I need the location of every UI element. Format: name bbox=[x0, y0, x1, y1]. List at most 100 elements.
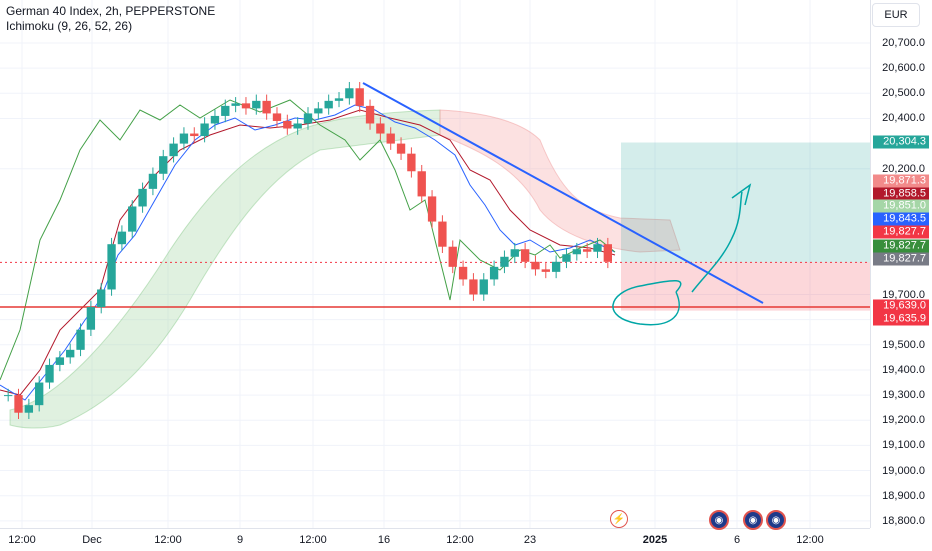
price-tick-label: 19,200.0 bbox=[882, 414, 925, 427]
candle-body bbox=[407, 153, 416, 172]
candle-body bbox=[35, 382, 44, 406]
candle-body bbox=[345, 88, 354, 99]
candle-body bbox=[4, 395, 13, 397]
time-axis[interactable]: 12:00 Dec 12:00 9 12:00 16 12:00 23 2025 6 12:00 bbox=[0, 528, 870, 551]
candle-body bbox=[55, 357, 65, 365]
candle-body bbox=[210, 115, 220, 124]
symbol-title[interactable]: German 40 Index, 2h, PEPPERSTONE bbox=[6, 4, 216, 18]
candle-body bbox=[572, 249, 581, 255]
calendar-event-icon[interactable]: ◉ bbox=[709, 510, 729, 530]
chikou-line bbox=[0, 99, 616, 381]
candle-body bbox=[551, 261, 561, 272]
time-tick-label: 23 bbox=[523, 534, 537, 546]
candle-body bbox=[128, 206, 137, 232]
candle-body bbox=[86, 307, 96, 330]
candle-body bbox=[396, 143, 406, 154]
price-label: 19,639.0 bbox=[873, 299, 929, 313]
candle-body bbox=[417, 171, 426, 197]
price-tick-label: 19,400.0 bbox=[882, 363, 925, 376]
price-tick-label: 18,900.0 bbox=[882, 489, 925, 502]
candle-body bbox=[324, 100, 333, 109]
price-tick-label: 20,600.0 bbox=[882, 62, 925, 75]
time-tick-label: Dec bbox=[82, 534, 102, 546]
time-tick-label: 6 bbox=[733, 534, 741, 546]
price-chart[interactable] bbox=[0, 0, 870, 528]
candle-body bbox=[45, 364, 54, 383]
candle-body bbox=[76, 329, 85, 350]
candle-body bbox=[500, 256, 509, 267]
candle-body bbox=[541, 269, 550, 272]
cloud-bearish bbox=[439, 109, 681, 253]
price-tick-label: 20,700.0 bbox=[882, 37, 925, 49]
price-label: 19,827.7 bbox=[873, 225, 929, 239]
candle-body bbox=[510, 249, 519, 257]
candle-body bbox=[107, 244, 116, 290]
candle-body bbox=[24, 405, 34, 413]
calendar-event-icon[interactable]: ◉ bbox=[766, 510, 786, 530]
time-tick-label: 12:00 bbox=[8, 534, 36, 546]
price-label: 19,851.0 bbox=[873, 199, 929, 213]
tenkan-line bbox=[0, 104, 616, 401]
price-tick-label: 18,800.0 bbox=[882, 514, 925, 527]
candle-body bbox=[365, 105, 375, 124]
candle-body bbox=[531, 261, 540, 270]
chart-grid bbox=[0, 0, 870, 528]
price-label: 19,635.9 bbox=[873, 312, 929, 326]
candle-body bbox=[148, 173, 158, 189]
arrow-head bbox=[731, 183, 752, 206]
candle-body bbox=[458, 266, 468, 280]
chart-legend: German 40 Index, 2h, PEPPERSTONE Ichimok… bbox=[6, 4, 215, 34]
candle-body bbox=[593, 244, 602, 252]
price-tick-label: 20,200.0 bbox=[882, 162, 925, 175]
candle-body bbox=[469, 279, 478, 295]
candle-body bbox=[314, 108, 323, 114]
time-tick-label: 16 bbox=[377, 534, 391, 546]
candle-body bbox=[117, 231, 127, 245]
price-tick-label: 19,700.0 bbox=[882, 288, 925, 301]
candle-body bbox=[334, 98, 344, 101]
candle-body bbox=[221, 105, 230, 116]
time-tick-label: 12:00 bbox=[446, 534, 474, 546]
candle-body bbox=[262, 100, 271, 114]
candle-body bbox=[159, 156, 168, 174]
candle-body bbox=[14, 395, 23, 413]
price-tick-label: 20,500.0 bbox=[882, 87, 925, 100]
indicator-label[interactable]: Ichimoku (9, 26, 52, 26) bbox=[6, 19, 133, 33]
time-tick-label: 12:00 bbox=[154, 534, 182, 546]
price-tick-label: 19,500.0 bbox=[882, 338, 925, 351]
candle-body bbox=[179, 133, 189, 144]
price-axis[interactable]: 20,700.0 20,600.0 20,500.0 20,400.0 20,200.0… bbox=[870, 0, 932, 528]
price-label: 19,827.7 bbox=[873, 239, 929, 253]
candle-body bbox=[283, 120, 292, 129]
candle-body bbox=[603, 244, 612, 262]
calendar-event-icon[interactable]: ◉ bbox=[743, 510, 763, 530]
price-tick-label: 19,100.0 bbox=[882, 439, 925, 452]
candle-body bbox=[200, 123, 209, 137]
candle-body bbox=[231, 103, 240, 106]
arrow-annotation bbox=[691, 191, 743, 293]
candle-body bbox=[293, 123, 302, 129]
circle-annotation bbox=[612, 280, 682, 326]
candle-body bbox=[562, 254, 571, 262]
candle-body bbox=[448, 246, 457, 267]
candle-body bbox=[479, 279, 488, 295]
candlesticks bbox=[4, 81, 612, 419]
price-label: 19,858.5 bbox=[873, 187, 929, 201]
candle-body bbox=[66, 349, 75, 358]
price-label: 19,827.7 bbox=[873, 252, 929, 266]
lightning-icon[interactable]: ⚡ bbox=[610, 510, 628, 528]
candle-body bbox=[438, 221, 447, 247]
candle-body bbox=[252, 100, 261, 109]
price-label: 19,843.5 bbox=[873, 212, 929, 226]
candle-body bbox=[303, 113, 313, 124]
stop-loss-zone bbox=[621, 262, 870, 311]
time-tick-label: 12:00 bbox=[796, 534, 824, 546]
currency-button[interactable]: EUR bbox=[872, 3, 920, 27]
candle-body bbox=[520, 249, 530, 262]
trend-line bbox=[362, 82, 764, 304]
price-tick-label: 19,000.0 bbox=[882, 464, 925, 477]
candle-body bbox=[97, 289, 106, 308]
cloud-bullish bbox=[9, 109, 441, 429]
candle-body bbox=[355, 88, 364, 106]
drawings bbox=[362, 82, 764, 326]
